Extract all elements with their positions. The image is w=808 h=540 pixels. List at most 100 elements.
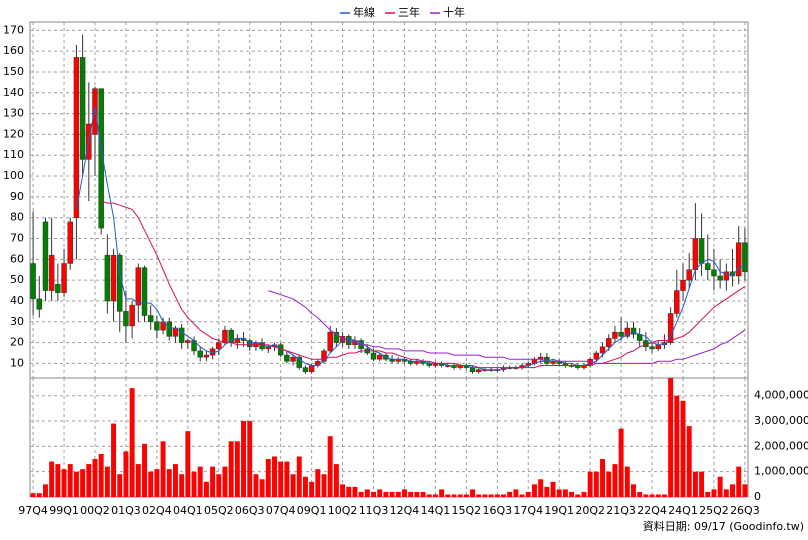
volume-bar [501, 494, 506, 497]
volume-bar [172, 464, 178, 497]
volume-bar [333, 464, 339, 497]
volume-bar [426, 494, 432, 497]
candle-body [469, 367, 476, 373]
volume-bar [30, 493, 36, 497]
volume-bar [142, 443, 147, 497]
volume-bar [674, 395, 680, 497]
candle-body [680, 279, 686, 291]
candle-body [30, 263, 36, 300]
candle-body [630, 327, 637, 335]
candle-body [197, 350, 203, 358]
candle-body [717, 275, 723, 281]
candle-body [599, 346, 606, 354]
volume-bar [383, 491, 389, 497]
volume-bar [197, 466, 203, 497]
volume-bar [463, 494, 469, 497]
y-tick-label: 80 [10, 211, 24, 224]
volume-bar [327, 436, 333, 497]
volume-bar [730, 484, 736, 497]
x-tick-label: 14Q1 [421, 504, 451, 517]
x-tick-label: 04Q1 [173, 504, 203, 517]
x-tick-label: 07Q4 [266, 504, 296, 517]
candle-body [284, 354, 290, 362]
price-panel [29, 21, 749, 379]
volume-bar [686, 426, 692, 497]
candle-body [73, 57, 80, 218]
volume-bar [340, 484, 346, 497]
candle-body [711, 269, 717, 277]
y2-tick-label: 0 [754, 490, 761, 503]
volume-bar [420, 491, 426, 497]
volume-bar [166, 469, 172, 497]
candle-body [178, 327, 185, 343]
y-tick-label: 50 [10, 273, 24, 286]
volume-bar [179, 474, 185, 497]
y2-tick-label: 4,000,000 [754, 389, 808, 402]
volume-bar [482, 494, 488, 497]
volume-bar [80, 469, 86, 497]
candle-body [686, 269, 692, 281]
candle-body [92, 88, 98, 135]
volume-bar [321, 474, 327, 497]
candle-body [612, 331, 618, 339]
candle-body [370, 352, 377, 360]
y-tick-label: 150 [3, 65, 24, 78]
x-tick-label: 05Q2 [204, 504, 234, 517]
volume-bar [36, 493, 42, 497]
candle-body [476, 369, 482, 373]
volume-bar [661, 494, 667, 497]
candle-body [606, 338, 612, 348]
candle-body [117, 254, 123, 312]
volume-bar [364, 489, 370, 497]
volume-bar [649, 494, 655, 497]
volume-bar [98, 453, 104, 497]
volume-bar [86, 464, 92, 497]
volume-bar [55, 464, 61, 497]
volume-bar [538, 479, 544, 497]
volume-bar [507, 491, 513, 497]
volume-bar [569, 491, 575, 497]
volume-bar [67, 464, 73, 497]
volume-bar [692, 471, 698, 497]
candle-body [154, 321, 160, 331]
candle-body [333, 331, 340, 343]
x-tick-label: 20Q2 [575, 504, 605, 517]
volume-bar [247, 421, 253, 497]
legend-label: 三年 [398, 5, 420, 19]
volume-bar [637, 491, 643, 497]
volume-bar [618, 428, 624, 497]
candle-body [135, 267, 142, 306]
volume-bar [389, 491, 395, 497]
volume-bar [519, 494, 525, 497]
candle-body [141, 267, 148, 316]
volume-bar [272, 456, 277, 497]
volume-bar [228, 441, 234, 497]
candle-body [222, 329, 228, 343]
candle-body [36, 298, 43, 310]
volume-bar [61, 469, 67, 497]
volume-bar [544, 486, 550, 497]
candle-body [110, 254, 117, 302]
x-tick-label: 17Q4 [513, 504, 543, 517]
volume-bar [624, 466, 630, 497]
candle-body [624, 327, 631, 337]
candle-body [667, 313, 674, 343]
candle-body [705, 263, 711, 270]
volume-bar [346, 486, 352, 497]
volume-bar [494, 494, 500, 497]
volume-bar [203, 481, 209, 497]
candle-body [216, 342, 222, 350]
ma-line [101, 200, 746, 369]
volume-bar [129, 388, 135, 497]
volume-bar [49, 461, 55, 497]
candle-body [61, 263, 67, 293]
x-tick-label: 09Q1 [297, 504, 327, 517]
volume-bar [680, 400, 686, 497]
volume-bar [148, 471, 154, 497]
volume-bar [135, 464, 141, 497]
candle-body [302, 367, 309, 373]
candle-body [67, 221, 73, 264]
candle-body [185, 340, 191, 343]
volume-bar [445, 494, 451, 497]
